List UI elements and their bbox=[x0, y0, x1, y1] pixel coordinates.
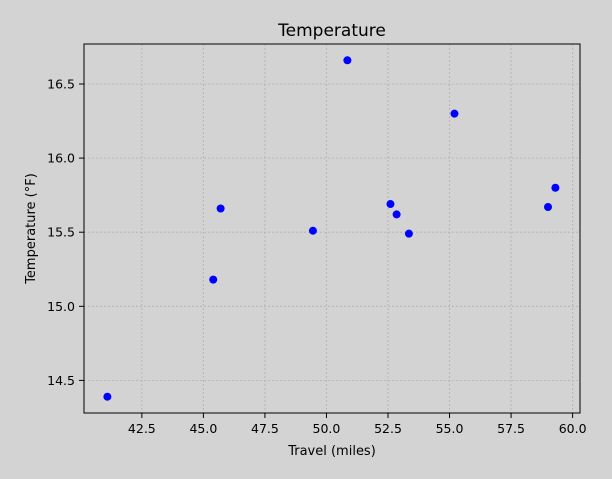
data-point bbox=[450, 109, 459, 118]
data-point bbox=[308, 226, 317, 235]
data-point bbox=[103, 392, 112, 401]
x-tick-label: 45.0 bbox=[189, 421, 217, 436]
y-axis-label: Temperature (°F) bbox=[24, 173, 39, 285]
x-axis-ticks: 42.5 45.0 47.5 50.0 52.5 55.0 57.5 60.0 bbox=[128, 413, 587, 436]
data-point bbox=[216, 204, 225, 213]
y-tick-label: 15.5 bbox=[47, 225, 75, 240]
x-tick-label: 52.5 bbox=[374, 421, 402, 436]
data-points bbox=[103, 56, 560, 401]
data-point bbox=[343, 56, 352, 65]
x-tick-label: 47.5 bbox=[251, 421, 279, 436]
y-tick-label: 16.0 bbox=[47, 151, 75, 166]
data-point bbox=[551, 183, 560, 192]
y-axis-ticks: 14.5 15.0 15.5 16.0 16.5 bbox=[47, 77, 84, 388]
data-point bbox=[404, 229, 413, 238]
y-tick-label: 15.0 bbox=[47, 299, 75, 314]
data-point bbox=[386, 200, 395, 209]
x-tick-label: 60.0 bbox=[559, 421, 587, 436]
x-tick-label: 55.0 bbox=[436, 421, 464, 436]
x-tick-label: 50.0 bbox=[313, 421, 341, 436]
data-point bbox=[392, 210, 401, 219]
y-tick-label: 16.5 bbox=[47, 77, 75, 92]
x-tick-label: 57.5 bbox=[497, 421, 525, 436]
x-axis-label: Travel (miles) bbox=[287, 444, 376, 459]
y-tick-label: 14.5 bbox=[47, 373, 75, 388]
data-point bbox=[209, 275, 218, 284]
plot-frame bbox=[83, 43, 581, 414]
grid-lines bbox=[84, 44, 580, 413]
x-tick-label: 42.5 bbox=[128, 421, 156, 436]
chart-title: Temperature bbox=[277, 21, 386, 41]
data-point bbox=[544, 203, 552, 212]
